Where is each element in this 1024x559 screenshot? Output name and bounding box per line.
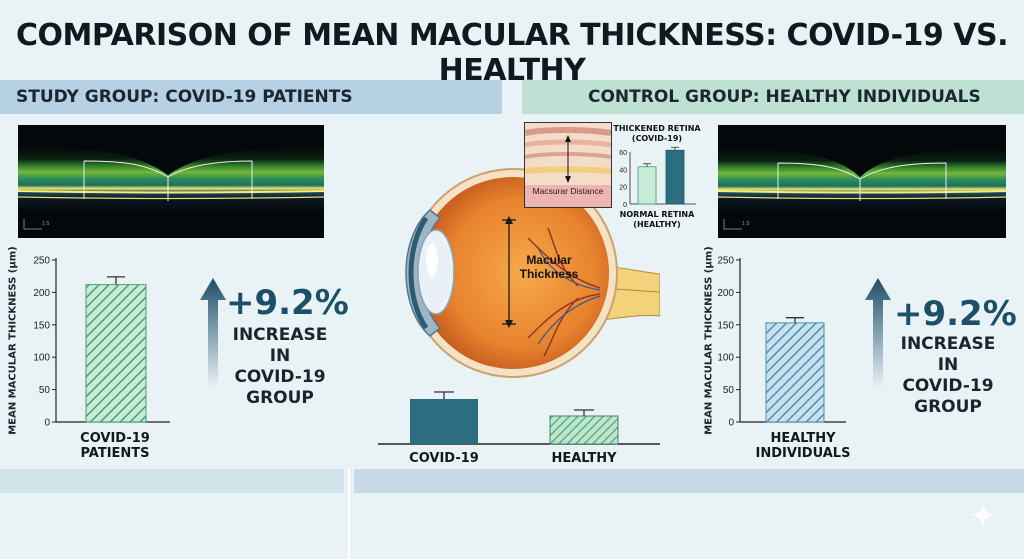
macular-label-line2: Thickness (519, 267, 579, 281)
mini-y-tick-label: 20 (619, 185, 627, 192)
y-tick-label: 50 (39, 385, 51, 396)
chart-right-category-line2: INDIVIDUALS (755, 446, 851, 461)
mini-chart-title: THICKENED RETINA (COVID-19) (612, 124, 702, 144)
mini-chart: 0 20 40 60 (612, 146, 702, 210)
y-tick-label: 50 (723, 385, 735, 396)
chart-right-svg: 0 50 100 150 200 250 (717, 256, 846, 429)
left-percent: +9.2% (226, 283, 349, 323)
mini-chart-svg: 0 20 40 60 (619, 146, 696, 209)
y-tick-label: 100 (717, 353, 734, 364)
study-group-header: STUDY GROUP: COVID-19 PATIENTS (0, 80, 502, 114)
chart-left-y-title: MEAN MACULAR THICKNESS (μm) (7, 246, 19, 435)
mini-y-tick-label: 0 (623, 202, 627, 209)
retina-layer-inset (524, 122, 612, 208)
chart-left-category-line2: PATIENTS (80, 446, 150, 461)
study-group-header-text: STUDY GROUP: COVID-19 PATIENTS (16, 87, 353, 107)
macular-thickness-label: Macular Thickness (514, 253, 584, 281)
mini-chart-caption: NORMAL RETINA (HEALTHY) (612, 210, 702, 230)
inset-distance-label: Macsurar Distance (532, 186, 604, 196)
right-caption-line3: GROUP (914, 397, 982, 417)
y-tick-label: 150 (717, 320, 734, 331)
chart-left: 0 50 100 150 200 250 (4, 250, 174, 435)
y-tick-label: 0 (728, 418, 734, 429)
y-tick-label: 250 (33, 256, 50, 267)
mini-chart-caption-line1: NORMAL RETINA (619, 210, 695, 219)
right-percent-caption: INCREASE IN COVID-19 GROUP (890, 334, 1006, 418)
control-group-header: CONTROL GROUP: HEALTHY INDIVIDUALS (522, 80, 1024, 114)
chart-left-ytitle-box: MEAN MACULAR THICKNESS (μm) (6, 246, 20, 434)
oct-scale-marker-left: 1 S (42, 221, 50, 227)
increase-arrow-right-icon (865, 278, 891, 388)
right-caption-line2: COVID-19 (902, 376, 994, 396)
right-caption-line1: INCREASE IN (900, 334, 996, 375)
footer-band-right (354, 469, 1024, 493)
mini-bar (665, 149, 685, 205)
page-title: COMPARISON OF MEAN MACULAR THICKNESS: CO… (16, 18, 1008, 88)
chart-left-category-label: COVID-19 PATIENTS (60, 431, 170, 461)
eye-illustration (378, 148, 661, 388)
mini-bar (637, 166, 657, 205)
chart-right-ytitle-box: MEAN MACULAR THICKNESS (μm) (702, 246, 716, 434)
sparkle-icon (968, 500, 998, 530)
chart-left-svg: 0 50 100 150 200 250 (33, 256, 170, 429)
oct-scan-covid: 1 S (18, 125, 324, 238)
oct-scale-marker-right: 1 S (742, 221, 750, 227)
y-tick-label: 100 (33, 353, 50, 364)
left-caption-line2: COVID-19 (234, 367, 326, 387)
center-bars (378, 386, 660, 446)
mini-chart-caption-line2: (HEALTHY) (633, 220, 681, 229)
center-label-healthy: HEALTHY (551, 451, 617, 466)
chart-right-category-line1: HEALTHY (770, 431, 836, 446)
y-tick-label: 150 (33, 320, 50, 331)
y-tick-label: 0 (44, 418, 50, 429)
footer-band-left (0, 469, 344, 493)
footer-divider (348, 469, 350, 559)
left-caption-line3: GROUP (246, 388, 314, 408)
mini-y-tick-label: 40 (619, 167, 627, 174)
left-percent-caption: INCREASE IN COVID-19 GROUP (222, 325, 338, 409)
chart-right-y-title: MEAN MACULAR THICKNESS (μm) (703, 246, 715, 435)
control-group-header-text: CONTROL GROUP: HEALTHY INDIVIDUALS (588, 87, 981, 107)
bar (85, 284, 147, 423)
macular-label-line1: Macular (526, 253, 572, 267)
chart-right-category-label: HEALTHY INDIVIDUALS (748, 431, 858, 461)
oct-scan-healthy: 1 S (718, 125, 1006, 238)
bar (765, 322, 825, 423)
y-tick-label: 200 (717, 288, 734, 299)
chart-left-category-line1: COVID-19 (80, 431, 150, 446)
y-tick-label: 250 (717, 256, 734, 267)
left-caption-line1: INCREASE IN (232, 325, 328, 366)
mini-chart-title-line1: THICKENED RETINA (613, 124, 701, 133)
mini-y-tick-label: 60 (619, 150, 627, 157)
y-tick-label: 200 (33, 288, 50, 299)
increase-arrow-left-icon (200, 278, 226, 388)
right-percent: +9.2% (894, 294, 1017, 334)
center-label-covid: COVID-19 (409, 451, 479, 466)
mini-chart-title-line2: (COVID-19) (631, 134, 683, 143)
chart-right: 0 50 100 150 200 250 (700, 250, 850, 435)
